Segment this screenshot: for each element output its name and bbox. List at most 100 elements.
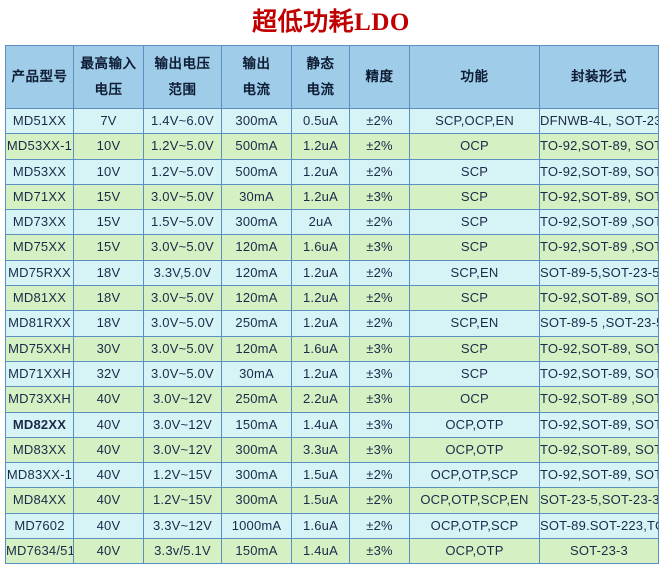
model-cell: MD51XX (5, 107, 74, 135)
column-header-0: 产品型号 (5, 45, 74, 109)
header-row: 产品型号 最高输入 电压 输出电压 范围 输出 电流 静态 电流 精度 功能 封装形式 (5, 45, 659, 109)
package-cell: TO-92,SOT-89, SOT-23 (539, 360, 659, 388)
quiescent-current-cell: 1.6uA (291, 512, 350, 540)
accuracy-cell: ±3% (349, 411, 410, 438)
vout-range-cell: 3.0V~5.0V (143, 360, 222, 388)
accuracy-cell: ±2% (349, 285, 410, 312)
accuracy-cell: ±3% (349, 183, 410, 211)
column-header-line1: 最高输入 (80, 56, 137, 72)
accuracy-cell: ±2% (349, 133, 410, 160)
spec-sheet-page: 超低功耗LDO 产品型号 最高输入 电压 输出电压 范围 输出 电流 静态 电流 精度 功能 封装形式… (5, 9, 659, 564)
column-header-line1: 产品型号 (11, 69, 68, 85)
quiescent-current-cell: 1.2uA (291, 158, 350, 185)
package-cell: TO-92,SOT-89 ,SOT-23 (539, 209, 659, 236)
package-cell: SOT-23-3 (539, 538, 659, 564)
vout-range-cell: 3.0V~5.0V (143, 234, 222, 261)
package-cell: TO-92,SOT-89, SOT-23 (539, 183, 659, 211)
accuracy-cell: ±2% (349, 462, 410, 489)
quiescent-current-cell: 1.4uA (291, 538, 350, 564)
function-cell: SCP (409, 335, 540, 362)
function-cell: OCP (409, 133, 540, 160)
vout-range-cell: 3.3V~12V (143, 512, 222, 540)
function-cell: OCP,OTP (409, 411, 540, 438)
output-current-cell: 300mA (221, 209, 292, 236)
model-cell: MD81XX (5, 285, 74, 312)
package-cell: SOT-89-5,SOT-23-5 (539, 259, 659, 287)
quiescent-current-cell: 0.5uA (291, 107, 350, 135)
function-cell: SCP (409, 183, 540, 211)
quiescent-current-cell: 2.2uA (291, 386, 350, 413)
model-cell: MD7602 (5, 512, 74, 540)
vout-range-cell: 1.2V~15V (143, 487, 222, 514)
model-cell: MD73XXH (5, 386, 74, 413)
column-header-3: 输出 电流 (221, 45, 292, 109)
vin-max-cell: 18V (73, 285, 144, 312)
vout-range-cell: 3.0V~5.0V (143, 285, 222, 312)
function-cell: SCP (409, 209, 540, 236)
vout-range-cell: 3.0V~12V (143, 436, 222, 464)
model-cell: MD75XX (5, 234, 74, 261)
spec-table-container: 产品型号 最高输入 电压 输出电压 范围 输出 电流 静态 电流 精度 功能 封装形式 MD51XX 7… (0, 45, 662, 564)
output-current-cell: 120mA (221, 335, 292, 362)
model-cell: MD82XX (5, 411, 74, 438)
table-row: MD73XXH 40V 3.0V~12V 250mA 2.2uA ±3% OCP TO-92,… (5, 386, 659, 413)
quiescent-current-cell: 1.4uA (291, 411, 350, 438)
output-current-cell: 1000mA (221, 512, 292, 540)
vin-max-cell: 40V (73, 487, 144, 514)
vin-max-cell: 40V (73, 386, 144, 413)
model-cell: MD83XX (5, 436, 74, 464)
model-cell: MD53XX (5, 158, 74, 185)
column-header-5: 精度 (349, 45, 410, 109)
table-row: MD53XX-1 10V 1.2V~5.0V 500mA 1.2uA ±2% OCP TO-9… (5, 133, 659, 160)
vout-range-cell: 3.0V~5.0V (143, 310, 222, 337)
function-cell: OCP,OTP (409, 538, 540, 564)
package-cell: TO-92,SOT-89 ,SOT-23 (539, 234, 659, 261)
accuracy-cell: ±2% (349, 107, 410, 135)
output-current-cell: 150mA (221, 411, 292, 438)
quiescent-current-cell: 1.2uA (291, 133, 350, 160)
output-current-cell: 500mA (221, 158, 292, 185)
accuracy-cell: ±2% (349, 512, 410, 540)
table-row: MD83XX 40V 3.0V~12V 300mA 3.3uA ±3% OCP,OTP TO-… (5, 436, 659, 464)
package-cell: SOT-89-5 ,SOT-23-5 (539, 310, 659, 337)
package-cell: SOT-23-5,SOT-23-3 (539, 487, 659, 514)
accuracy-cell: ±3% (349, 436, 410, 464)
output-current-cell: 120mA (221, 285, 292, 312)
quiescent-current-cell: 1.2uA (291, 360, 350, 388)
function-cell: SCP,EN (409, 259, 540, 287)
vout-range-cell: 1.2V~15V (143, 462, 222, 489)
vin-max-cell: 7V (73, 107, 144, 135)
package-cell: SOT-89.SOT-223,TO-252 (539, 512, 659, 540)
output-current-cell: 300mA (221, 436, 292, 464)
column-header-line2: 电压 (94, 82, 123, 98)
vin-max-cell: 15V (73, 209, 144, 236)
accuracy-cell: ±2% (349, 259, 410, 287)
vin-max-cell: 18V (73, 310, 144, 337)
package-cell: TO-92,SOT-89, SOT-23 (539, 158, 659, 185)
table-row: MD81XX 18V 3.0V~5.0V 120mA 1.2uA ±2% SCP TO-92,… (5, 285, 659, 312)
accuracy-cell: ±2% (349, 310, 410, 337)
table-row: MD75XX 15V 3.0V~5.0V 120mA 1.6uA ±3% SCP TO-92,… (5, 234, 659, 261)
accuracy-cell: ±3% (349, 538, 410, 564)
table-row: MD75XXH 30V 3.0V~5.0V 120mA 1.6uA ±3% SCP TO-92… (5, 335, 659, 362)
vin-max-cell: 40V (73, 512, 144, 540)
vout-range-cell: 3.0V~5.0V (143, 183, 222, 211)
model-cell: MD84XX (5, 487, 74, 514)
vin-max-cell: 18V (73, 259, 144, 287)
quiescent-current-cell: 1.2uA (291, 259, 350, 287)
vout-range-cell: 3.3v/5.1V (143, 538, 222, 564)
table-row: MD7634/51 40V 3.3v/5.1V 150mA 1.4uA ±3% OCP,OT… (5, 538, 659, 564)
table-row: MD75RXX 18V 3.3V,5.0V 120mA 1.2uA ±2% SCP,EN SO… (5, 259, 659, 287)
table-row: MD53XX 10V 1.2V~5.0V 500mA 1.2uA ±2% SCP TO-92,… (5, 158, 659, 185)
table-row: MD83XX-1 40V 1.2V~15V 300mA 1.5uA ±2% OCP,OTP,… (5, 462, 659, 489)
table-row: MD84XX 40V 1.2V~15V 300mA 1.5uA ±2% OCP,OTP,SC… (5, 487, 659, 514)
column-header-line1: 功能 (460, 69, 489, 85)
function-cell: OCP (409, 386, 540, 413)
table-body: MD51XX 7V 1.4V~6.0V 300mA 0.5uA ±2% SCP,OCP,EN… (5, 107, 659, 564)
model-cell: MD71XXH (5, 360, 74, 388)
model-cell: MD83XX-1 (5, 462, 74, 489)
package-cell: TO-92,SOT-89, SOT-23 (539, 411, 659, 438)
vout-range-cell: 3.0V~12V (143, 386, 222, 413)
accuracy-cell: ±2% (349, 209, 410, 236)
vin-max-cell: 40V (73, 538, 144, 564)
